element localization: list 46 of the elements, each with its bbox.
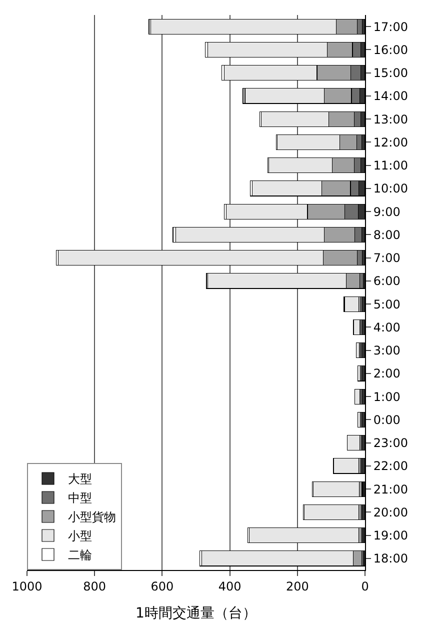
y-tick-label: 4:00 (373, 320, 400, 334)
y-tick-label: 18:00 (373, 552, 408, 566)
y-tick-label: 0:00 (373, 412, 400, 427)
y-tick-label: 19:00 (373, 528, 408, 543)
bar (344, 296, 360, 312)
bar (347, 435, 360, 451)
legend-label: 二輪 (68, 548, 92, 562)
legend-label: 小型貨物 (68, 510, 116, 524)
bar (334, 458, 359, 474)
x-tick-label: 400 (218, 579, 242, 594)
legend-label: 中型 (68, 491, 92, 506)
y-tick-label: 23:00 (373, 436, 408, 450)
y-tick-label: 15:00 (373, 66, 408, 80)
bar (354, 388, 360, 404)
bar (304, 504, 360, 520)
x-axis-title: 1時間交通量（台） (136, 606, 256, 622)
y-tick-label: 9:00 (373, 204, 400, 219)
y-tick-label: 11:00 (373, 158, 408, 173)
y-tick-label: 14:00 (373, 89, 408, 104)
bar (357, 412, 361, 428)
bar (357, 366, 361, 382)
x-tick-label: 800 (83, 579, 106, 594)
y-tick-label: 10:00 (373, 182, 408, 196)
y-tick-label: 21:00 (373, 482, 408, 496)
bar (312, 481, 360, 497)
x-tick-label: 1000 (12, 579, 42, 594)
y-tick-label: 13:00 (373, 112, 408, 126)
legend-label: 大型 (68, 472, 92, 486)
y-tick-label: 7:00 (373, 251, 400, 266)
y-tick-label: 1:00 (373, 390, 400, 404)
y-tick-label: 5:00 (373, 297, 400, 312)
y-tick-label: 3:00 (373, 344, 400, 358)
legend-label: 小型 (68, 529, 92, 544)
y-tick-label: 20:00 (373, 505, 408, 520)
x-tick-label: 0 (361, 579, 369, 594)
y-tick-label: 2:00 (373, 366, 400, 381)
bar (248, 528, 359, 544)
y-tick-label: 6:00 (373, 274, 400, 288)
y-tick-label: 8:00 (373, 228, 400, 242)
y-tick-label: 22:00 (373, 459, 408, 474)
bar (356, 342, 360, 358)
y-tick-label: 17:00 (373, 20, 408, 34)
x-tick-label: 600 (150, 579, 174, 594)
y-tick-label: 12:00 (373, 135, 408, 150)
y-tick-label: 16:00 (373, 42, 408, 57)
x-tick-label: 200 (286, 579, 309, 594)
